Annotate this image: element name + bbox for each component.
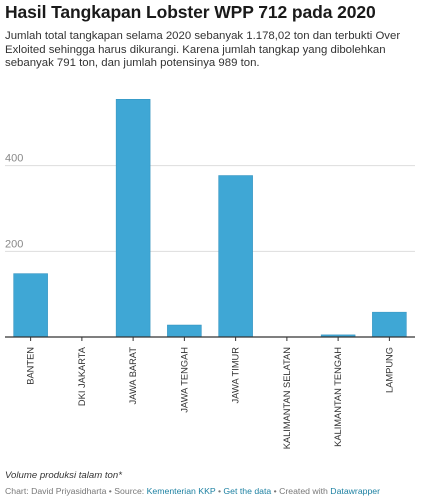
x-tick-label: KALIMANTAN SELATAN — [282, 347, 292, 449]
bar — [115, 99, 151, 338]
datawrapper-link[interactable]: Datawrapper — [330, 486, 381, 496]
x-tick-label: BANTEN — [26, 347, 36, 385]
bar — [13, 273, 48, 338]
chart-title: Hasil Tangkapan Lobster WPP 712 pada 202… — [5, 2, 376, 22]
bar — [167, 324, 202, 338]
x-tick-label: JAWA TENGAH — [179, 347, 189, 413]
y-tick-label: 200 — [5, 238, 23, 250]
x-tick-label: JAWA TIMUR — [231, 347, 241, 404]
bar — [218, 175, 253, 338]
credits-created-with: • Created with — [271, 486, 331, 496]
x-tick-label: JAWA BARAT — [128, 347, 138, 405]
source-link[interactable]: Kementerian KKP — [146, 486, 216, 496]
bar — [372, 311, 407, 338]
x-tick-label: LAMPUNG — [384, 347, 394, 393]
chart-credits: Chart: David Priyasidharta • Source: Kem… — [5, 486, 380, 496]
chart-description: Jumlah total tangkapan selama 2020 seban… — [5, 30, 401, 70]
get-data-link[interactable]: Get the data — [223, 486, 272, 496]
x-tick-label: KALIMANTAN TENGAH — [333, 347, 343, 447]
chart-footnote: Volume produksi talam ton* — [5, 470, 122, 481]
y-tick-label: 400 — [5, 153, 23, 165]
credits-separator: • — [215, 486, 224, 496]
x-tick-label: DKI JAKARTA — [77, 346, 87, 406]
credits-prefix: Chart: David Priyasidharta • Source: — [5, 486, 147, 496]
